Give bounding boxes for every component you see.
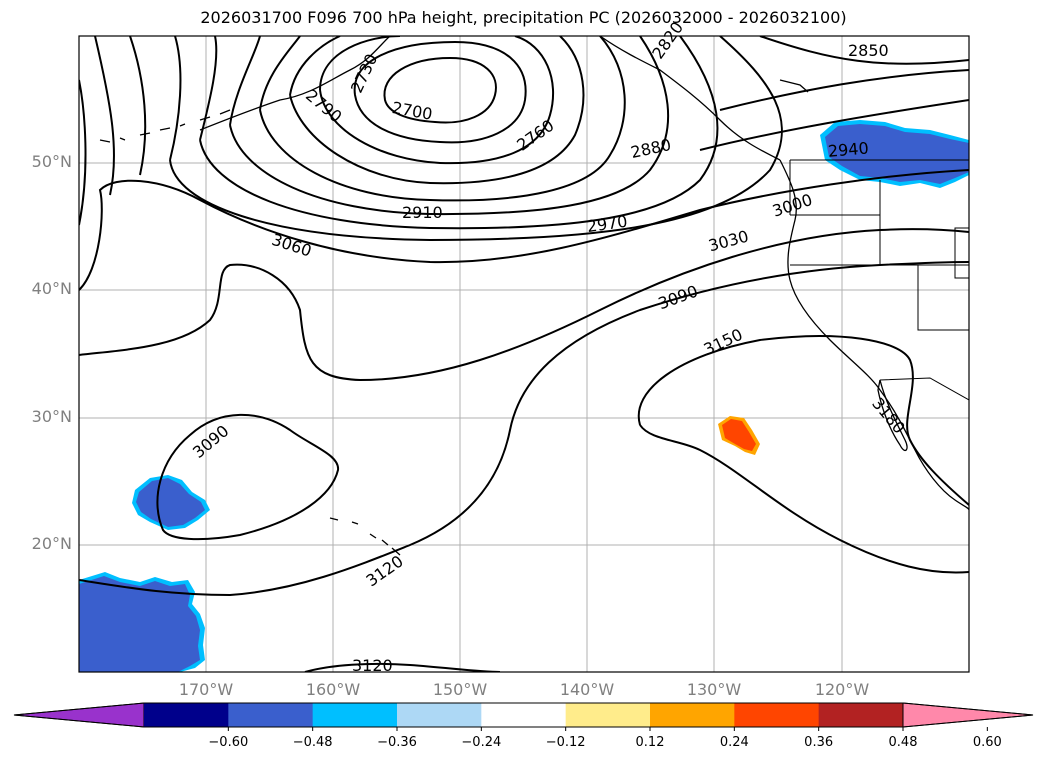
lon-tick-label: 130°W [686, 680, 742, 699]
contour-label: 2730 [347, 51, 381, 96]
contour-label: 3120 [352, 656, 393, 675]
colorbar-outline [13, 702, 1034, 728]
contour-label: 2880 [629, 135, 673, 162]
small-island [779, 79, 809, 93]
precip-area-negative-central-core [136, 478, 205, 527]
colorbar-segment [312, 703, 398, 727]
mexico-border [879, 377, 969, 401]
map-title: 2026031700 F096 700 hPa height, precipit… [200, 8, 847, 27]
contour-label: 3120 [362, 551, 406, 590]
lon-tick-label: 140°W [559, 680, 615, 699]
contour-label: 2700 [391, 98, 434, 124]
alaska-coast [199, 36, 781, 161]
colorbar-segment [144, 703, 229, 727]
precip-area-negative-ne-core [825, 124, 969, 184]
colorbar-extend-high [902, 702, 1034, 728]
lon-tick-label: 170°W [178, 680, 234, 699]
contour-label: 3060 [269, 230, 314, 261]
colorbar [13, 702, 1034, 731]
lat-tick-label: 30°N [31, 407, 72, 426]
colorbar-tick-label: 0.24 [719, 735, 749, 750]
contour-label: 2940 [827, 138, 869, 160]
lat-tick-label: 20°N [31, 534, 72, 553]
contour-label: 3150 [701, 325, 746, 359]
colorbar-tick-label: 0.36 [804, 735, 834, 750]
colorbar-tick-label: 0.12 [635, 735, 665, 750]
lon-tick-label: 160°W [305, 680, 361, 699]
height-contours [79, 36, 969, 672]
colorbar-segment [565, 703, 651, 727]
colorbar-tick-label: −0.36 [377, 735, 417, 750]
lat-tick-label: 50°N [31, 152, 72, 171]
precip-shading [79, 120, 969, 672]
contour-label: 2910 [402, 203, 443, 222]
colorbar-tick-label: −0.12 [545, 735, 586, 750]
hawaii-islands [329, 517, 401, 556]
contour-label: 3090 [189, 421, 232, 462]
north-america-west-coast [779, 159, 969, 511]
colorbar-segment [481, 703, 567, 727]
colorbar-tick-label: 0.48 [888, 735, 918, 750]
colorbar-segment [397, 703, 482, 727]
colorbar-segment [650, 703, 735, 727]
coastlines [99, 36, 969, 556]
contour-label: 3090 [656, 281, 701, 313]
colorbar-tick-label: −0.24 [461, 735, 502, 750]
contour-label: 3180 [868, 394, 909, 437]
grid-lines [79, 36, 969, 672]
colorbar-tick-label: 0.60 [972, 735, 1002, 750]
contour-label: 2790 [302, 86, 345, 127]
contour-label: 3030 [706, 226, 750, 255]
precip-area-negative-sw-core [79, 576, 200, 672]
lon-tick-label: 150°W [432, 680, 488, 699]
lat-tick-label: 40°N [31, 279, 72, 298]
state-borders [789, 160, 969, 331]
colorbar-segment [818, 703, 904, 727]
colorbar-tick-label: −0.60 [208, 735, 249, 750]
baja-california [877, 379, 908, 452]
contour-label: 3000 [770, 190, 815, 221]
colorbar-tick-label: −0.48 [292, 735, 333, 750]
contour-label: 2820 [648, 18, 687, 62]
colorbar-extend-low [13, 702, 145, 728]
colorbar-segment [228, 703, 314, 727]
map-border [78, 35, 970, 673]
colorbar-segment [734, 703, 820, 727]
lon-tick-label: 120°W [814, 680, 870, 699]
precip-area-positive-core [722, 419, 756, 451]
aleutian-islands [99, 109, 231, 143]
contour-label: 2850 [848, 41, 889, 60]
contour-label: 2760 [513, 116, 557, 155]
